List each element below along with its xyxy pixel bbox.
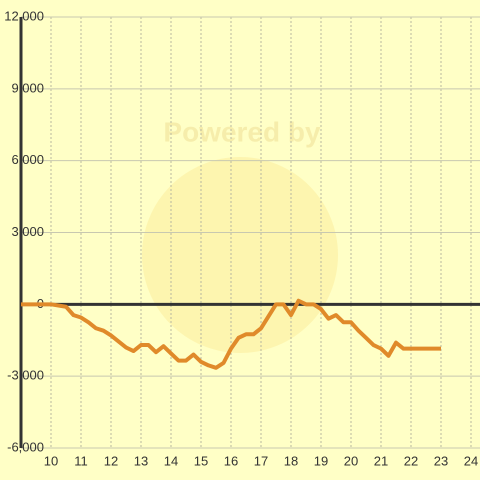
- x-tick-label: 23: [434, 453, 448, 468]
- x-tick-label: 21: [374, 453, 388, 468]
- x-tick-label: 22: [404, 453, 418, 468]
- x-tick-label: 17: [254, 453, 268, 468]
- x-tick-label: 12: [104, 453, 118, 468]
- x-tick-label: 18: [284, 453, 298, 468]
- watermark: Powered by: [163, 116, 321, 147]
- x-tick-label: 10: [44, 453, 58, 468]
- x-tick-label: 16: [224, 453, 238, 468]
- y-tick-label: 6,000: [11, 152, 44, 167]
- x-tick-label: 24: [464, 453, 478, 468]
- data-line: [21, 298, 441, 370]
- y-tick-label: 9,000: [11, 80, 44, 95]
- x-tick-label: 15: [194, 453, 208, 468]
- y-tick-label: 12,000: [4, 8, 44, 23]
- y-tick-label: -3,000: [7, 368, 44, 383]
- y-tick-label: 3,000: [11, 224, 44, 239]
- y-tick-label: -6,000: [7, 439, 44, 454]
- x-tick-label: 13: [134, 453, 148, 468]
- x-tick-label: 11: [74, 453, 88, 468]
- x-tick-label: 14: [164, 453, 178, 468]
- x-tick-label: 19: [314, 453, 328, 468]
- x-tick-label: 20: [344, 453, 358, 468]
